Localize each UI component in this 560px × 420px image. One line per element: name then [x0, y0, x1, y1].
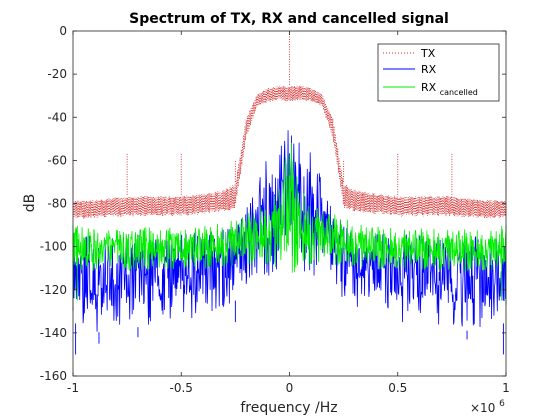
x-axis-ticks: -1 -0.5 0 0.5 1 [67, 31, 510, 395]
x-tick-label: 0.5 [388, 381, 407, 395]
y-tick-label: -40 [47, 110, 67, 124]
y-tick-label: -60 [47, 153, 67, 167]
series-line-rx-cancelled [72, 142, 507, 273]
x-tick-label: 0 [286, 381, 294, 395]
x-exponent-base: ×10 [470, 401, 495, 415]
x-tick-label: -1 [67, 381, 79, 395]
y-tick-label: -100 [40, 240, 67, 254]
y-tick-label: -140 [40, 326, 67, 340]
legend-label-rx-cancelled: RX cancelled [421, 81, 478, 97]
legend-label-rx: RX [421, 63, 437, 76]
x-tick-label: 1 [502, 381, 510, 395]
y-tick-label: -80 [47, 197, 67, 211]
x-exponent-power: 6 [499, 399, 505, 409]
legend-label-tx: TX [420, 47, 436, 60]
x-axis-exponent: ×10 6 [470, 399, 505, 415]
y-axis-label: dB [22, 194, 38, 213]
legend: TX RX RX cancelled [377, 43, 500, 102]
y-tick-label: -160 [40, 369, 67, 383]
legend-label-rx-cancelled-base: RX [421, 81, 437, 94]
x-tick-label: -0.5 [170, 381, 193, 395]
y-axis-ticks: -160 -140 -120 -100 -80 -60 -40 -20 0 [40, 24, 506, 383]
y-tick-label: -20 [47, 67, 67, 81]
y-tick-label: 0 [59, 24, 67, 38]
chart-title: Spectrum of TX, RX and cancelled signal [129, 11, 449, 27]
legend-label-rx-cancelled-subscript: cancelled [440, 88, 478, 97]
x-axis-label: frequency /Hz [240, 400, 337, 416]
y-tick-label: -120 [40, 283, 67, 297]
